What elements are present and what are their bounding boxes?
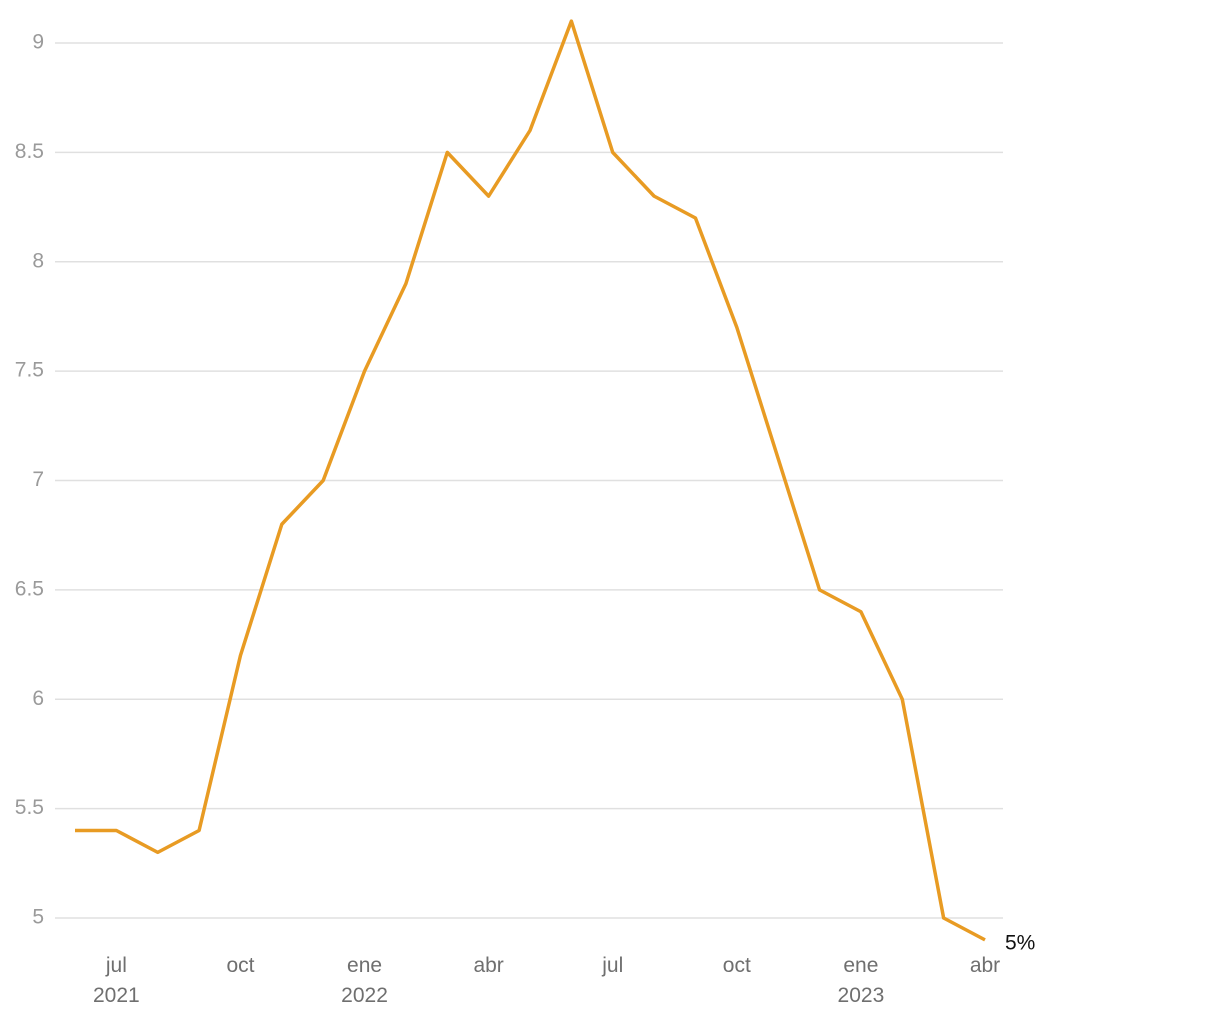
y-tick-label: 7: [32, 468, 44, 491]
y-tick-label: 7.5: [15, 359, 44, 382]
x-tick-label: abr: [473, 954, 503, 977]
value-label: 5%: [1005, 931, 1035, 954]
x-tick-label: jul: [601, 954, 623, 977]
y-tick-label: 5.5: [15, 796, 44, 819]
x-tick-label: ene 2023: [838, 954, 885, 1007]
y-tick-label: 8.5: [15, 140, 44, 163]
y-tick-label: 5: [32, 906, 44, 929]
x-tick-label: jul 2021: [93, 954, 140, 1007]
x-tick-label: abr: [970, 954, 1000, 977]
x-tick-label: oct: [226, 954, 254, 977]
x-tick-label: oct: [723, 954, 751, 977]
y-tick-label: 6: [32, 687, 44, 710]
y-tick-label: 8: [32, 249, 44, 272]
x-tick-label: ene 2022: [341, 954, 388, 1007]
y-tick-label: 9: [32, 31, 44, 54]
line: [75, 19, 986, 942]
y-tick-label: 6.5: [15, 577, 44, 600]
